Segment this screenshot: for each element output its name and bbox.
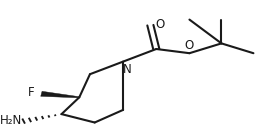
Polygon shape <box>41 91 79 98</box>
Text: O: O <box>185 39 194 52</box>
Text: N: N <box>123 63 132 76</box>
Text: F: F <box>28 86 34 99</box>
Text: O: O <box>155 18 164 31</box>
Text: H₂N: H₂N <box>0 114 22 127</box>
